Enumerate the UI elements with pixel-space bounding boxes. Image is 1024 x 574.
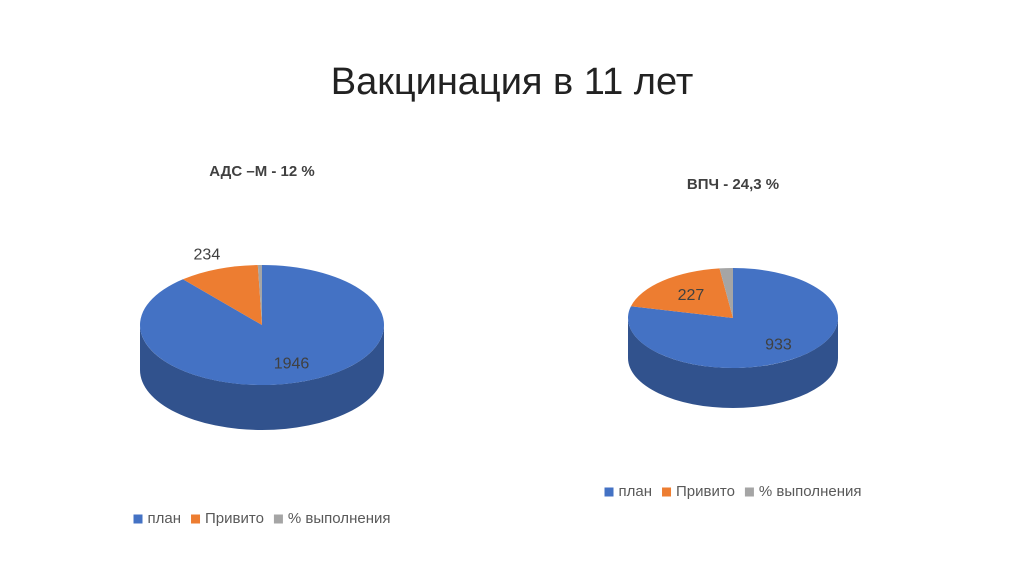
chart-title: АДС –М - 12 %	[209, 163, 314, 180]
legend-swatch	[273, 514, 283, 524]
pie-slice	[257, 265, 262, 325]
legend-swatch	[191, 514, 201, 524]
legend-label: Привито	[205, 510, 264, 527]
slice-side	[140, 325, 384, 430]
legend-label: план	[148, 510, 182, 527]
chart-title: ВПЧ - 24,3 %	[687, 176, 779, 193]
pie-slice	[630, 268, 733, 318]
data-label: 1946	[274, 356, 310, 373]
pie-slice	[182, 265, 262, 325]
legend-label: план	[619, 483, 653, 500]
pie-slice	[719, 268, 733, 318]
legend-label: % выполнения	[288, 510, 391, 527]
legend-swatch	[604, 487, 614, 497]
data-label: 227	[678, 287, 705, 304]
data-label: 234	[194, 246, 221, 263]
slide-title: Вакцинация в 11 лет	[331, 61, 694, 103]
legend-label: Привито	[676, 483, 735, 500]
legend-swatch	[744, 487, 754, 497]
slice-side	[628, 318, 838, 408]
legend-swatch	[662, 487, 672, 497]
legend-label: % выполнения	[759, 483, 862, 500]
data-label: 933	[765, 337, 792, 354]
legend-swatch	[133, 514, 143, 524]
